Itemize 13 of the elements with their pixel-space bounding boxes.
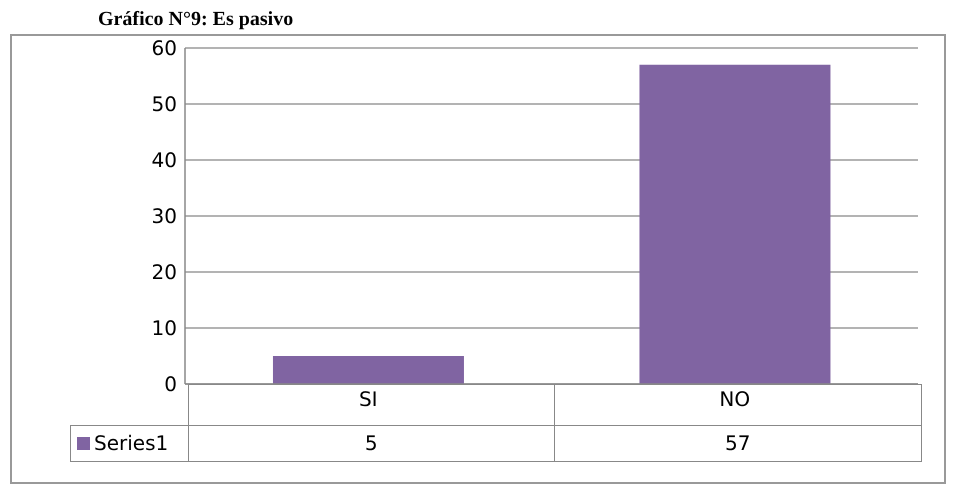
y-tick-label: 30: [152, 204, 177, 228]
y-tick-label: 10: [152, 316, 177, 340]
y-tick-label: 50: [152, 92, 177, 116]
x-tick-label: NO: [719, 387, 750, 412]
data-label: 5: [188, 425, 554, 461]
chart-title: Gráfico N°9: Es pasivo: [98, 8, 294, 31]
y-tick-label: 20: [152, 260, 177, 284]
legend-label: Series1: [70, 425, 188, 461]
data-label: 57: [554, 425, 921, 461]
y-tick-label: 60: [152, 36, 177, 60]
y-tick-label: 40: [152, 148, 177, 172]
x-tick-label: SI: [358, 387, 378, 412]
y-tick-label: 0: [164, 372, 177, 396]
